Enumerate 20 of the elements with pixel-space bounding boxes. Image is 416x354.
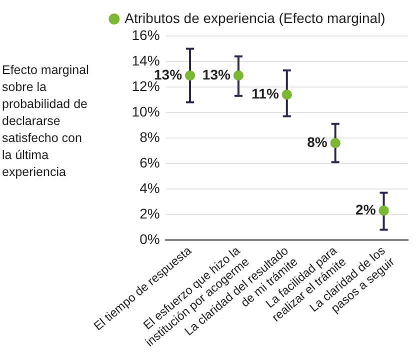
y-tick-label: 14% <box>132 52 160 68</box>
y-tick-label: 10% <box>132 103 160 120</box>
point <box>185 70 196 81</box>
point <box>282 90 292 100</box>
point <box>378 206 389 216</box>
y-tick-label: 4% <box>140 180 160 196</box>
data-label: 13% <box>202 66 232 82</box>
data-label: 13% <box>154 66 183 82</box>
point <box>330 138 340 148</box>
y-tick-label: 8% <box>140 128 160 145</box>
legend-label: Atributos de experiencia (Efecto marginal) <box>124 10 386 26</box>
data-label: 2% <box>356 201 376 218</box>
y-tick-label: 2% <box>140 205 160 222</box>
y-tick-label: 6% <box>140 154 160 170</box>
point <box>233 70 244 81</box>
y-axis-title: Efecto marginal sobre la probabilidad de declararse satisfecho con la última experiencia <box>2 62 90 181</box>
y-tick-label: 16% <box>132 26 160 43</box>
data-label: 11% <box>252 85 280 102</box>
data-label: 8% <box>307 134 328 150</box>
y-tick-label: 0% <box>140 230 160 247</box>
